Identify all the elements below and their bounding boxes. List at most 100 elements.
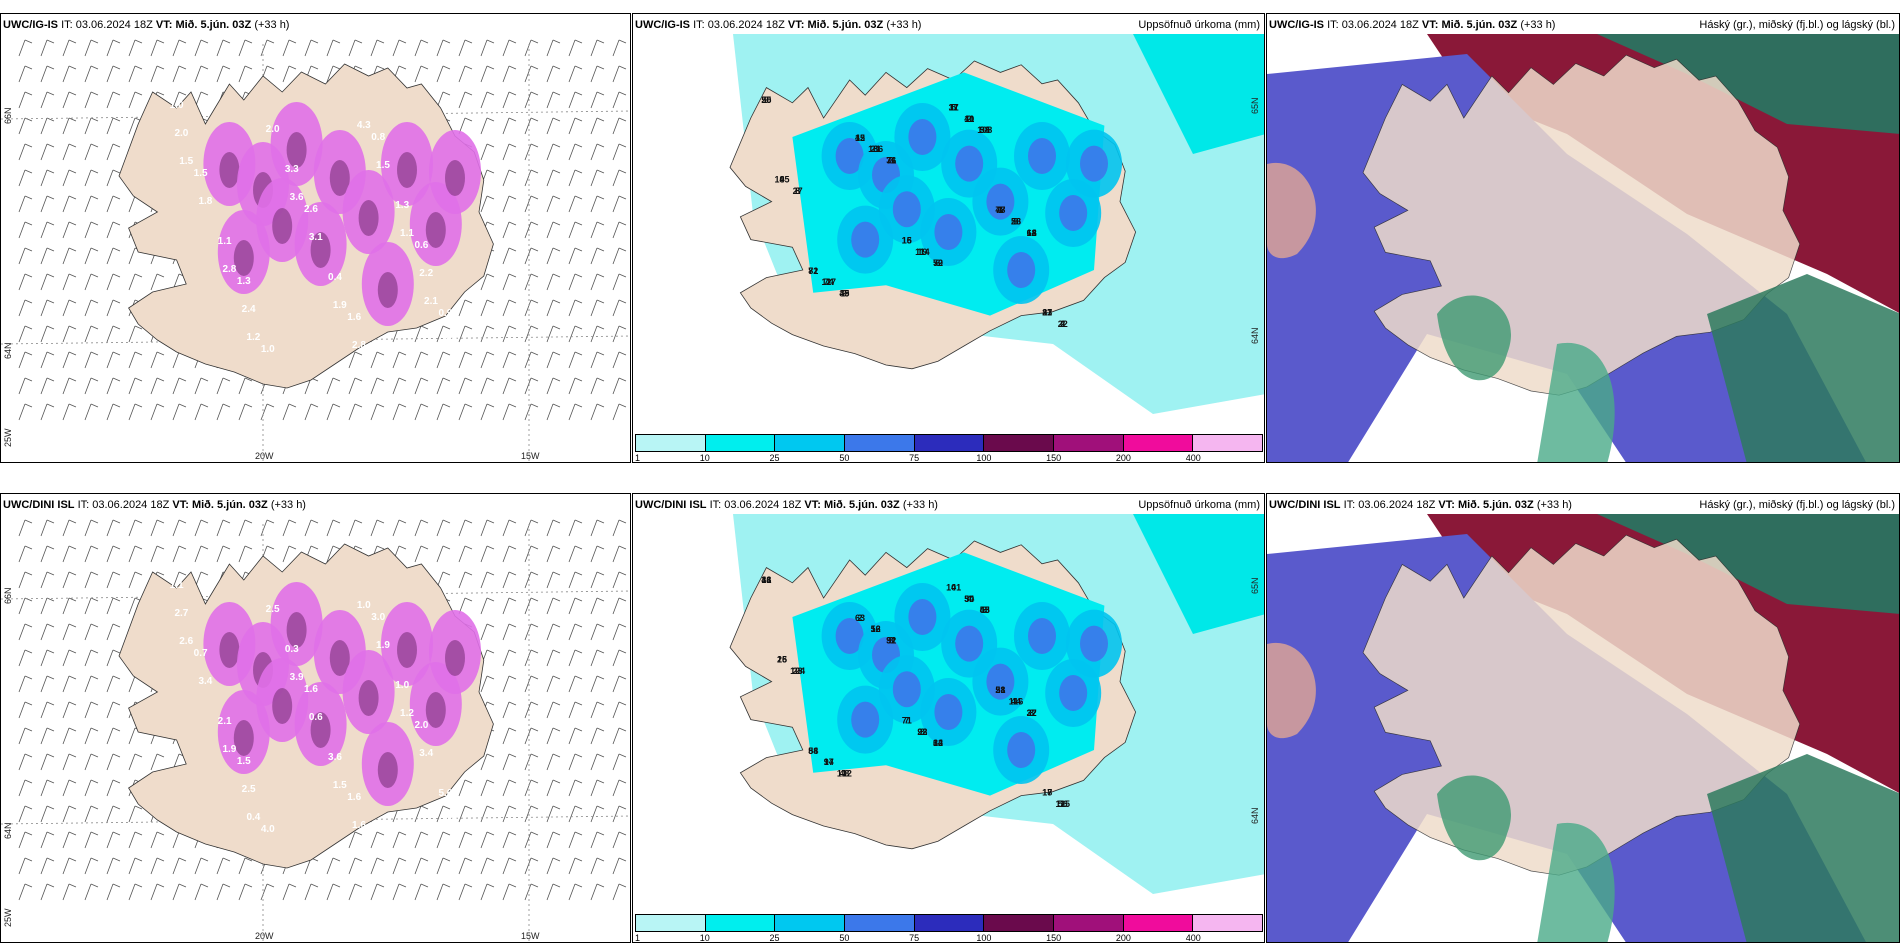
wind-barb (84, 65, 99, 83)
wind-barb (524, 325, 539, 343)
colorbar-swatch (1054, 915, 1124, 931)
wind-barb (568, 377, 583, 395)
wind-barb (480, 857, 495, 875)
precip-total: 4 (1060, 319, 1065, 329)
wind-barb (546, 247, 561, 265)
wind-barb (326, 545, 341, 563)
wind-barb (414, 377, 429, 395)
wind-barb (62, 779, 77, 797)
wind-barb (546, 325, 561, 343)
wind-barb (458, 545, 473, 563)
wind-barb (502, 39, 517, 57)
precip-50-75 (851, 701, 880, 738)
wind-barb (502, 857, 517, 875)
precip-core (233, 240, 254, 276)
wind-barb (106, 857, 121, 875)
wind-barb (216, 545, 231, 563)
wind-barb (370, 857, 385, 875)
precip-core (445, 640, 465, 676)
colorbar-swatch (845, 435, 915, 451)
precip-total: 136 (868, 144, 883, 154)
wind-barb (502, 675, 517, 693)
lat-label: 64N (3, 822, 13, 839)
wind-barb (524, 857, 539, 875)
wind-barb (612, 649, 627, 667)
wind-barb (282, 545, 297, 563)
precip-total: 17 (1042, 788, 1052, 798)
wind-barb (106, 701, 121, 719)
precip-value: 2.6 (179, 636, 193, 647)
lon-label: 25W (3, 428, 13, 447)
wind-barb (436, 325, 451, 343)
wind-barb (546, 143, 561, 161)
wind-barb (106, 545, 121, 563)
precip-total: 2 (1060, 319, 1065, 329)
wind-barb (84, 831, 99, 849)
wind-barb (370, 377, 385, 395)
precip-total: 101 (946, 582, 961, 592)
wind-barb (612, 221, 627, 239)
wind-barb (524, 403, 539, 421)
precip-total: 1 (920, 247, 925, 257)
precip-value: 3.9 (290, 672, 304, 683)
wind-barb (18, 143, 33, 161)
wind-barb (40, 857, 55, 875)
precip-total: 30 (964, 594, 974, 604)
wind-barb (106, 649, 121, 667)
wind-barb (106, 169, 121, 187)
precip-50-75 (908, 599, 937, 635)
wind-barb (502, 779, 517, 797)
wind-barb (568, 857, 583, 875)
wind-barb (502, 299, 517, 317)
precip-accum-panel-bottom: 16 3 3 34 32 102 104 115 116 54 93 16 17 16 18 51 101 71 6… (632, 493, 1265, 943)
wind-barb (524, 351, 539, 369)
wind-barb (524, 597, 539, 615)
wind-barb (524, 273, 539, 291)
wind-barb (62, 597, 77, 615)
precip-50-75 (1007, 252, 1036, 288)
wind-barb (348, 377, 363, 395)
wind-barb (238, 519, 253, 537)
colorbar-tick-label: 25 (769, 933, 780, 943)
wind-barb (62, 753, 77, 771)
wind-barb (612, 623, 627, 641)
precip-total: 56 (1058, 799, 1068, 809)
precip-total: 25 (777, 655, 787, 665)
precip-total: 52 (871, 624, 881, 634)
wind-barb (128, 65, 143, 83)
wind-barb (480, 403, 495, 421)
colorbar-tick-label: 75 (909, 933, 920, 943)
precip-total: 41 (761, 575, 771, 585)
precip-total: 25 (761, 95, 771, 105)
precip-total: 14 (933, 738, 943, 748)
wind-barb (546, 623, 561, 641)
colorbar-swatches (635, 434, 1263, 452)
wind-barb (458, 403, 473, 421)
wind-barb (194, 403, 209, 421)
wind-barb (18, 883, 33, 901)
precip-value: 1.6 (347, 312, 361, 323)
wind-barb (590, 519, 605, 537)
wind-barb (370, 403, 385, 421)
wind-barb (106, 831, 121, 849)
precip-accum-panel-top: 9 14 38 6 3 39 8 2 28 10 114 136 117 105 87 47 17 15 15 71 5… (632, 13, 1265, 463)
wind-barb (524, 39, 539, 57)
wind-barb (62, 273, 77, 291)
precip-core (272, 208, 293, 244)
wind-barb (106, 273, 121, 291)
wind-barb (502, 377, 517, 395)
wind-barb (370, 831, 385, 849)
wind-barb (480, 545, 495, 563)
wind-barb (62, 169, 77, 187)
precip-total: 8 (795, 186, 800, 196)
wind-barb (40, 117, 55, 135)
wind-barb (590, 623, 605, 641)
wind-barb (458, 91, 473, 109)
wind-barb (40, 351, 55, 369)
precip-core (358, 680, 379, 716)
precip-value: 3.4 (198, 676, 212, 687)
precip-core (358, 200, 379, 236)
precip-total: 41 (964, 114, 974, 124)
wind-barb (524, 247, 539, 265)
wind-barb (480, 91, 495, 109)
